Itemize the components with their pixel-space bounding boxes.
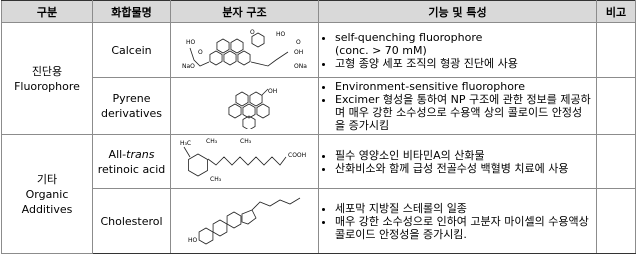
feature: Environment-sensitive fluorophore — [335, 80, 592, 93]
structure: HO O NaO ONa HO O OH O — [182, 29, 307, 70]
compound-name-italic: trans — [126, 147, 155, 161]
note-cell — [596, 77, 636, 135]
group-line: 기타 — [36, 172, 58, 186]
name-cell: Cholesterol — [92, 188, 171, 254]
bond — [250, 51, 288, 67]
bond — [235, 91, 248, 107]
header-row: 구분 화합물명 분자 구조 기능 및 특성 비고 — [1, 0, 636, 23]
atom-label: CH₃ — [206, 138, 218, 145]
bond — [256, 103, 269, 119]
atom-label: O — [198, 49, 203, 56]
compound-name: Cholesterol — [100, 214, 163, 228]
atom-label: HO — [276, 31, 286, 38]
feature-cell: 세포막 지방질 스테롤의 일종 매우 강한 소수성으로 인하여 고분자 마이셀의… — [318, 188, 597, 254]
feature: 세포막 지방질 스테롤의 일종 — [335, 202, 592, 215]
atom-label: ONa — [294, 63, 307, 70]
structure: OH — [228, 88, 277, 131]
feature-cell: Environment-sensitive fluorophore Excime… — [318, 77, 597, 135]
compound-name: Pyrene derivatives — [101, 92, 162, 120]
name-cell: All-trans retinoic acid — [92, 134, 171, 189]
bond — [237, 50, 250, 66]
atom-label: NaO — [182, 63, 195, 70]
row: Cholesterol HO 세포막 지방질 스테롤의 일종 매우 강한 소수성… — [2, 188, 636, 254]
bond — [183, 146, 190, 157]
group-cell: 진단용 Fluorophore — [1, 22, 93, 135]
group-line: Fluorophore — [14, 79, 80, 93]
group-line: Additives — [21, 202, 73, 216]
bond — [207, 155, 286, 166]
atom-label: O — [250, 29, 255, 36]
header-cell: 비고 — [596, 0, 636, 23]
feature: 고형 종양 세포 조직의 형광 진단에 사용 — [335, 57, 592, 70]
bond — [209, 50, 222, 66]
compound-name: All- — [108, 147, 127, 161]
bond — [230, 38, 243, 54]
bond — [261, 88, 268, 96]
feature-cell: 필수 영양소인 비타민A의 산화물 산화비소와 함께 급성 전골수성 백혈병 치… — [318, 134, 597, 189]
bond — [249, 91, 262, 107]
bond — [251, 32, 264, 48]
bond — [241, 209, 257, 225]
atom-label: CH₃ — [240, 138, 252, 145]
feature: 매우 강한 소수성으로 인하여 고분자 마이셀의 수용액상 콜로이드 안정성을 … — [335, 215, 592, 241]
compound-name: Calcein — [111, 43, 152, 57]
bond — [187, 153, 208, 176]
structure: HO — [188, 197, 300, 245]
group-line: 진단용 — [31, 64, 63, 78]
atom-label: OH — [294, 49, 303, 56]
feature-cell: self-quenching fluorophore (conc. > 70 m… — [318, 22, 597, 78]
bond — [251, 197, 300, 211]
structure-cell: HO — [170, 188, 319, 254]
atom-label: COOH — [288, 152, 306, 159]
atom-label: OH — [268, 88, 277, 95]
atom-label: CH₃ — [210, 176, 222, 183]
atom-label: HO — [188, 237, 198, 244]
structure-cell: H₃C CH₃ CH₃ COOH CH₃ — [170, 134, 319, 189]
bond — [216, 38, 229, 54]
structure-cell: OH — [170, 77, 319, 135]
feature: 산화비소와 함께 급성 전골수성 백혈병 치료에 사용 — [335, 162, 592, 175]
bond — [223, 50, 236, 66]
group-cell: 기타 Organic Additives — [1, 134, 93, 254]
name-cell: Calcein — [92, 22, 171, 78]
bond — [226, 211, 241, 229]
atom-label: H₃C — [180, 140, 191, 147]
header-cell: 구분 — [1, 0, 93, 23]
row: Pyrene derivatives OH Environment-sensit… — [2, 77, 636, 135]
bond — [212, 219, 227, 237]
header-cell: 분자 구조 — [170, 0, 319, 23]
row: 진단용 Fluorophore Calcein HO O NaO ONa HO O… — [1, 22, 636, 135]
note-cell — [596, 188, 636, 254]
compound-name: retinoic acid — [97, 162, 166, 176]
feature: 필수 영양소인 비타민A의 산화물 — [335, 149, 592, 162]
bond — [198, 227, 213, 245]
note-cell — [596, 134, 636, 189]
atom-label: O — [296, 39, 301, 46]
group-line: Organic — [25, 187, 69, 201]
name-cell: Pyrene derivatives — [92, 77, 171, 135]
header-cell: 화합물명 — [92, 0, 171, 23]
feature: self-quenching fluorophore (conc. > 70 m… — [335, 31, 592, 57]
row: 기타 Organic Additives All-trans retinoic ac… — [1, 134, 636, 254]
bond — [189, 47, 209, 67]
note-cell — [596, 22, 636, 78]
atom-label: HO — [186, 39, 196, 46]
structure-cell: HO O NaO ONa HO O OH O — [170, 22, 319, 78]
bond — [228, 103, 241, 119]
structure: H₃C CH₃ CH₃ COOH CH₃ — [180, 138, 306, 183]
bond — [242, 103, 255, 119]
feature: Excimer 형성을 통하여 NP 구조에 관한 정보를 제공하며 매우 강한… — [335, 93, 592, 132]
header-cell: 기능 및 특성 — [318, 0, 597, 23]
